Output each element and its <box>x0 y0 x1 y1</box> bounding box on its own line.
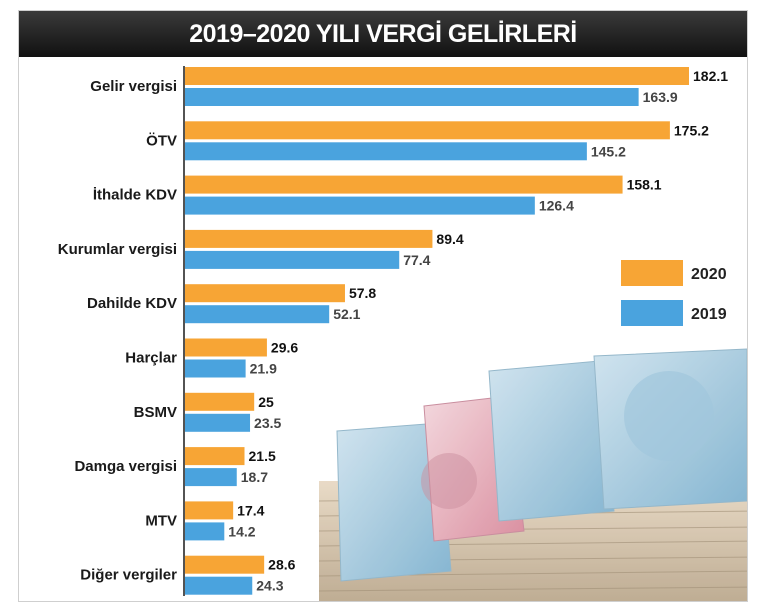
value-label-2020-bsmv: 25 <box>258 394 274 410</box>
bar-2019-harclar <box>185 359 246 378</box>
value-label-2020-gelir-vergisi: 182.1 <box>693 68 728 84</box>
bar-2020-diger-vergiler <box>185 555 265 574</box>
value-label-2019-dahilde-kdv: 52.1 <box>333 306 360 322</box>
value-label-2020-damga-vergisi: 21.5 <box>249 448 276 464</box>
bar-2020-mtv <box>185 501 234 520</box>
bar-2019-dahilde-kdv <box>185 305 330 324</box>
value-label-2020-dahilde-kdv: 57.8 <box>349 285 376 301</box>
bars-layer <box>185 67 689 595</box>
category-label-mtv: MTV <box>145 512 177 529</box>
legend-label-2019: 2019 <box>691 306 727 323</box>
chart-title: 2019–2020 YILI VERGİ GELİRLERİ <box>189 20 577 48</box>
value-label-2019-bsmv: 23.5 <box>254 415 281 431</box>
category-label-damga-vergisi: Damga vergisi <box>74 458 177 475</box>
chart-frame: 2019–2020 YILI VERGİ GELİRLERİ <box>18 10 748 602</box>
bar-2020-gelir-vergisi <box>185 67 689 85</box>
category-label-bsmv: BSMV <box>134 404 177 421</box>
value-label-2019-i-thalde-kdv: 126.4 <box>539 198 574 214</box>
bar-2020-i-thalde-kdv <box>185 175 623 194</box>
value-label-2019-otv: 145.2 <box>591 143 626 159</box>
bar-2020-damga-vergisi <box>185 447 245 466</box>
bar-2019-kurumlar-vergisi <box>185 250 400 269</box>
bar-chart: Gelir vergisi 182.1 163.9 ÖTV 175.2 145.2 İtha… <box>58 66 747 601</box>
bar-2020-otv <box>185 121 670 140</box>
category-label-otv: ÖTV <box>146 132 177 149</box>
value-label-2019-kurumlar-vergisi: 77.4 <box>403 252 430 268</box>
legend-label-2020: 2020 <box>691 266 727 283</box>
bar-2019-diger-vergiler <box>185 576 253 595</box>
banknotes-illustration <box>318 348 747 601</box>
value-label-2019-diger-vergiler: 24.3 <box>256 578 283 594</box>
category-label-harclar: Harçlar <box>125 350 177 367</box>
value-label-2020-mtv: 17.4 <box>237 502 264 518</box>
value-label-2019-damga-vergisi: 18.7 <box>241 469 268 485</box>
legend-swatch-2020 <box>621 260 683 286</box>
bar-2019-otv <box>185 142 587 161</box>
legend-swatch-2019 <box>621 300 683 326</box>
labels-layer: Gelir vergisi 182.1 163.9 ÖTV 175.2 145.2 İtha… <box>58 68 728 594</box>
bar-2020-kurumlar-vergisi <box>185 229 433 248</box>
bar-2020-bsmv <box>185 392 255 411</box>
bar-2019-bsmv <box>185 413 251 432</box>
value-label-2020-i-thalde-kdv: 158.1 <box>627 177 662 193</box>
category-label-kurumlar-vergisi: Kurumlar vergisi <box>58 241 177 258</box>
category-label-diger-vergiler: Diğer vergiler <box>80 567 177 584</box>
bar-2019-mtv <box>185 522 225 541</box>
value-label-2020-diger-vergiler: 28.6 <box>268 557 295 573</box>
bar-2019-damga-vergisi <box>185 468 237 487</box>
value-label-2019-mtv: 14.2 <box>228 523 255 539</box>
title-bar <box>19 11 747 57</box>
legend: 2020 2019 <box>621 260 727 326</box>
bar-2019-gelir-vergisi <box>185 88 639 106</box>
bar-2019-i-thalde-kdv <box>185 196 535 215</box>
category-label-gelir-vergisi: Gelir vergisi <box>90 78 177 95</box>
category-label-i-thalde-kdv: İthalde KDV <box>93 187 177 204</box>
category-label-dahilde-kdv: Dahilde KDV <box>87 295 177 312</box>
value-label-2020-kurumlar-vergisi: 89.4 <box>436 231 463 247</box>
value-label-2020-harclar: 29.6 <box>271 340 298 356</box>
value-label-2020-otv: 175.2 <box>674 122 709 138</box>
value-label-2019-gelir-vergisi: 163.9 <box>643 89 678 105</box>
value-label-2019-harclar: 21.9 <box>250 361 277 377</box>
bar-2020-dahilde-kdv <box>185 284 345 303</box>
bar-2020-harclar <box>185 338 267 357</box>
